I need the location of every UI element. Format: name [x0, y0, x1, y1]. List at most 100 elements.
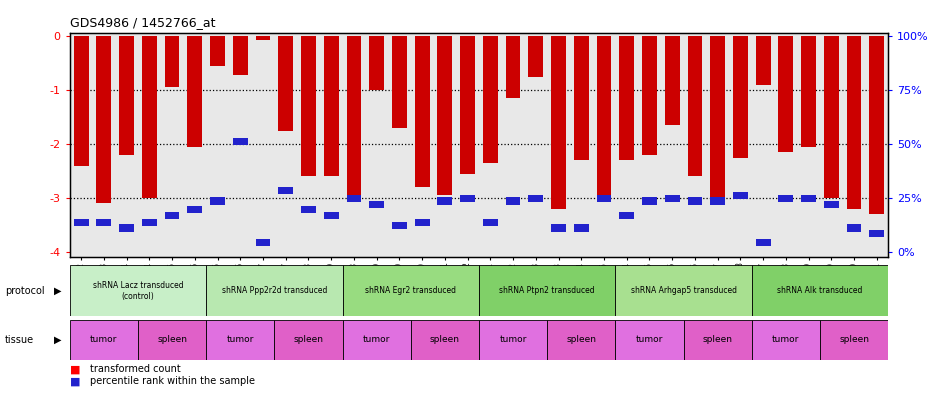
Bar — [369, 36, 384, 90]
Bar — [411, 320, 479, 360]
Text: shRNA Ptpn2 transduced: shRNA Ptpn2 transduced — [499, 286, 595, 295]
Bar — [733, 192, 748, 199]
Text: protocol: protocol — [5, 286, 45, 296]
Bar — [437, 198, 452, 204]
Bar — [278, 36, 293, 130]
Bar — [256, 36, 271, 40]
Bar — [528, 36, 543, 77]
Text: ■: ■ — [70, 376, 80, 386]
Bar — [665, 195, 680, 202]
Bar — [801, 36, 816, 147]
Bar — [824, 36, 839, 198]
Bar — [73, 219, 88, 226]
Bar — [778, 36, 793, 152]
Bar — [165, 36, 179, 87]
Bar — [392, 222, 406, 230]
Bar — [479, 320, 547, 360]
Bar — [324, 36, 339, 176]
Bar — [547, 320, 616, 360]
Text: transformed count: transformed count — [90, 364, 181, 375]
Bar — [324, 211, 339, 219]
Text: shRNA Egr2 transduced: shRNA Egr2 transduced — [365, 286, 457, 295]
Bar — [619, 211, 634, 219]
Bar — [342, 320, 411, 360]
Text: tumor: tumor — [363, 336, 391, 344]
Text: spleen: spleen — [294, 336, 324, 344]
Bar — [138, 320, 206, 360]
Bar — [778, 195, 793, 202]
Bar — [274, 320, 342, 360]
Bar — [616, 320, 684, 360]
Text: tumor: tumor — [227, 336, 254, 344]
Bar — [437, 36, 452, 195]
Bar — [506, 36, 521, 98]
Bar — [347, 36, 361, 198]
Bar — [97, 36, 112, 204]
Bar — [506, 198, 521, 204]
Bar — [616, 265, 751, 316]
Bar — [187, 206, 202, 213]
Bar — [119, 36, 134, 155]
Bar — [70, 320, 138, 360]
Bar — [824, 201, 839, 208]
Bar — [479, 265, 616, 316]
Bar — [415, 36, 430, 187]
Bar — [711, 198, 725, 204]
Bar — [820, 320, 888, 360]
Bar — [846, 224, 861, 231]
Bar — [687, 36, 702, 176]
Bar — [301, 206, 316, 213]
Bar — [206, 265, 342, 316]
Text: tumor: tumor — [772, 336, 800, 344]
Bar — [73, 36, 88, 166]
Bar — [574, 224, 589, 231]
Bar — [596, 36, 611, 198]
Bar — [460, 195, 475, 202]
Text: spleen: spleen — [566, 336, 596, 344]
Bar — [483, 219, 498, 226]
Text: ▶: ▶ — [54, 335, 61, 345]
Bar — [870, 230, 884, 237]
Bar — [574, 36, 589, 160]
Bar — [483, 36, 498, 163]
Bar — [210, 198, 225, 204]
Text: shRNA Lacz transduced
(control): shRNA Lacz transduced (control) — [93, 281, 183, 301]
Bar — [369, 201, 384, 208]
Bar — [551, 224, 565, 231]
Bar — [142, 36, 156, 198]
Bar — [97, 219, 112, 226]
Text: tumor: tumor — [499, 336, 526, 344]
Bar — [642, 36, 657, 155]
Text: tumor: tumor — [636, 336, 663, 344]
Text: spleen: spleen — [839, 336, 869, 344]
Bar — [187, 36, 202, 147]
Text: percentile rank within the sample: percentile rank within the sample — [90, 376, 255, 386]
Bar — [119, 224, 134, 231]
Bar — [751, 320, 820, 360]
Bar — [642, 198, 657, 204]
Bar — [619, 36, 634, 160]
Bar — [460, 36, 475, 174]
Text: shRNA Ppp2r2d transduced: shRNA Ppp2r2d transduced — [221, 286, 327, 295]
Bar — [206, 320, 274, 360]
Bar — [342, 265, 479, 316]
Bar — [756, 36, 770, 84]
Text: spleen: spleen — [157, 336, 187, 344]
Bar — [256, 239, 271, 246]
Bar — [756, 239, 770, 246]
Bar — [392, 36, 406, 128]
Bar — [684, 320, 751, 360]
Bar — [210, 36, 225, 66]
Text: GDS4986 / 1452766_at: GDS4986 / 1452766_at — [70, 17, 215, 29]
Text: shRNA Arhgap5 transduced: shRNA Arhgap5 transduced — [631, 286, 737, 295]
Bar — [528, 195, 543, 202]
Text: tissue: tissue — [5, 335, 33, 345]
Bar — [278, 187, 293, 194]
Bar — [751, 265, 888, 316]
Bar — [846, 36, 861, 209]
Text: ■: ■ — [70, 364, 80, 375]
Text: spleen: spleen — [703, 336, 733, 344]
Text: tumor: tumor — [90, 336, 117, 344]
Bar — [733, 36, 748, 158]
Text: shRNA Alk transduced: shRNA Alk transduced — [777, 286, 863, 295]
